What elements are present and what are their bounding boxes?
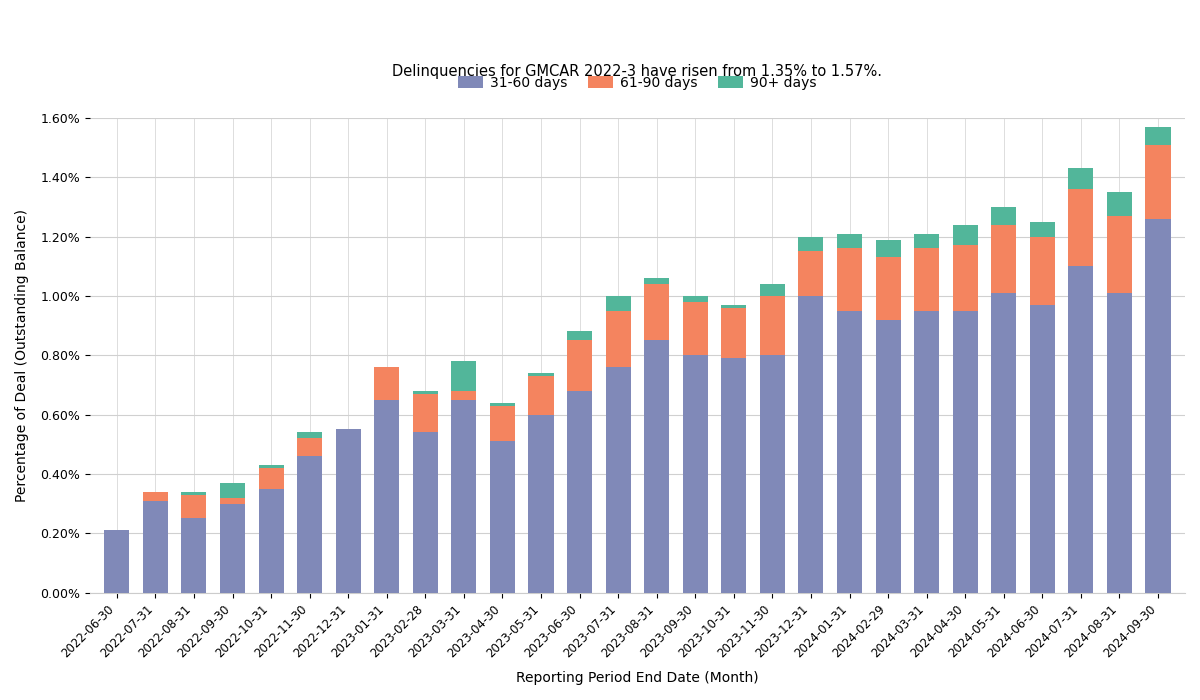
Bar: [1106, 293, 1132, 592]
Bar: [644, 284, 670, 340]
Bar: [374, 367, 400, 400]
Bar: [1030, 304, 1055, 592]
Bar: [606, 296, 631, 311]
Y-axis label: Percentage of Deal (Outstanding Balance): Percentage of Deal (Outstanding Balance): [16, 209, 29, 502]
Bar: [104, 530, 130, 592]
Bar: [991, 293, 1016, 592]
Bar: [1106, 192, 1132, 216]
Bar: [258, 489, 283, 592]
Bar: [914, 234, 940, 248]
Bar: [298, 456, 322, 592]
Bar: [836, 311, 862, 592]
Bar: [258, 465, 283, 468]
Bar: [181, 495, 206, 519]
Bar: [683, 355, 708, 592]
Bar: [220, 483, 245, 498]
Bar: [953, 246, 978, 311]
Bar: [876, 239, 901, 258]
Bar: [644, 340, 670, 592]
Bar: [876, 320, 901, 592]
Bar: [528, 373, 553, 376]
Bar: [1146, 219, 1170, 592]
Bar: [721, 308, 746, 358]
Bar: [413, 391, 438, 394]
Bar: [1146, 145, 1170, 219]
Bar: [1146, 127, 1170, 145]
Bar: [374, 400, 400, 592]
Bar: [413, 394, 438, 433]
Bar: [528, 414, 553, 592]
Bar: [606, 367, 631, 592]
Bar: [760, 284, 785, 296]
Bar: [451, 391, 476, 400]
Bar: [1106, 216, 1132, 293]
Bar: [1030, 237, 1055, 304]
Bar: [1068, 266, 1093, 592]
Bar: [836, 248, 862, 311]
Bar: [143, 500, 168, 592]
Bar: [220, 498, 245, 503]
Bar: [220, 503, 245, 592]
Bar: [1030, 222, 1055, 237]
Bar: [798, 251, 823, 296]
Bar: [991, 207, 1016, 225]
Bar: [1068, 168, 1093, 189]
Bar: [836, 234, 862, 248]
Bar: [644, 278, 670, 284]
Bar: [721, 358, 746, 592]
Title: Delinquencies for GMCAR 2022-3 have risen from 1.35% to 1.57%.: Delinquencies for GMCAR 2022-3 have rise…: [392, 64, 882, 79]
Bar: [490, 402, 515, 405]
Bar: [413, 433, 438, 592]
Bar: [568, 332, 592, 340]
Bar: [683, 296, 708, 302]
Bar: [181, 519, 206, 592]
Bar: [914, 248, 940, 311]
Bar: [181, 491, 206, 495]
Bar: [760, 355, 785, 592]
Bar: [490, 405, 515, 441]
X-axis label: Reporting Period End Date (Month): Reporting Period End Date (Month): [516, 671, 758, 685]
Bar: [568, 340, 592, 391]
Bar: [143, 491, 168, 500]
Bar: [298, 438, 322, 456]
Bar: [1068, 189, 1093, 266]
Bar: [528, 376, 553, 414]
Bar: [914, 311, 940, 592]
Bar: [953, 225, 978, 246]
Bar: [876, 258, 901, 320]
Bar: [798, 237, 823, 251]
Bar: [991, 225, 1016, 293]
Bar: [606, 311, 631, 367]
Bar: [258, 468, 283, 489]
Bar: [451, 361, 476, 391]
Legend: 31-60 days, 61-90 days, 90+ days: 31-60 days, 61-90 days, 90+ days: [452, 71, 822, 95]
Bar: [798, 296, 823, 592]
Bar: [451, 400, 476, 592]
Bar: [760, 296, 785, 355]
Bar: [953, 311, 978, 592]
Bar: [298, 433, 322, 438]
Bar: [336, 429, 361, 592]
Bar: [683, 302, 708, 355]
Bar: [568, 391, 592, 592]
Bar: [490, 441, 515, 592]
Bar: [721, 304, 746, 308]
